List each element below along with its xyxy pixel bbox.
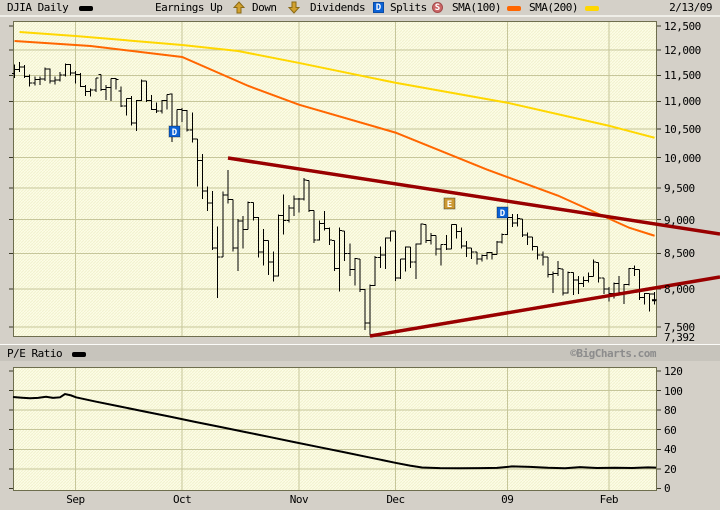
- y-axis-label: 0: [664, 482, 671, 496]
- main-price-chart: D E D: [9, 21, 720, 338]
- x-axis-label: 09: [501, 493, 514, 506]
- ohlc-bars: [12, 62, 658, 336]
- split-icon: S: [432, 2, 443, 13]
- pe-ratio-line: [12, 392, 657, 470]
- y-axis-label: 60: [664, 423, 677, 437]
- earnings-up-icon: [233, 1, 245, 14]
- chart-date: 2/13/09: [669, 1, 712, 14]
- pe-series-swatch: [72, 352, 86, 357]
- sma100-swatch: [507, 6, 521, 11]
- legend-earnings-down-label: Down: [252, 1, 277, 14]
- y-axis-label: 10,000: [664, 151, 701, 165]
- y-axis-label: 120: [664, 365, 683, 379]
- y-axis-label: 12,000: [664, 44, 701, 58]
- y-axis-label: 11,500: [664, 69, 701, 83]
- legend-earnings-up-label: Earnings Up: [155, 1, 223, 14]
- support-trendline: [369, 275, 720, 338]
- dividend-icon: D: [373, 2, 384, 13]
- y-axis-label: 11,000: [664, 95, 701, 109]
- y-axis-label: 40: [664, 443, 677, 457]
- x-axis-label: Dec: [386, 493, 405, 506]
- y-axis-label: 8,000: [664, 283, 695, 297]
- event-marker-dividend: D: [496, 206, 509, 219]
- sma200-line: [19, 31, 655, 139]
- svg-text:D: D: [500, 209, 506, 219]
- y-axis-label: 12,500: [664, 20, 701, 34]
- price-series-swatch: [79, 6, 93, 11]
- y-axis-label: 20: [664, 462, 677, 476]
- chart-header: DJIA Daily Earnings Up Down Dividends D …: [0, 0, 720, 17]
- sma200-swatch: [585, 6, 599, 11]
- legend-splits-label: Splits: [390, 1, 427, 14]
- pe-gridlines: [14, 368, 656, 490]
- main-axis-ticks: [9, 25, 661, 328]
- pe-ratio-band: P/E Ratio ©BigCharts.com: [0, 344, 720, 361]
- svg-text:E: E: [447, 200, 452, 210]
- y-axis-label: 80: [664, 404, 677, 418]
- legend-dividends-label: Dividends: [310, 1, 366, 14]
- pe-ratio-title: P/E Ratio: [7, 347, 63, 360]
- x-axis-label: Oct: [172, 493, 192, 506]
- event-marker-dividend: D: [168, 125, 181, 138]
- symbol-title: DJIA Daily: [7, 1, 69, 14]
- y-axis-label: 7,500: [664, 321, 695, 335]
- y-axis-label: 8,500: [664, 247, 695, 261]
- y-axis-label: 9,500: [664, 181, 695, 195]
- legend-sma100-label: SMA(100): [452, 1, 501, 14]
- legend-sma200-label: SMA(200): [529, 1, 578, 14]
- x-axis-label: Nov: [289, 493, 309, 506]
- bigcharts-credit: ©BigCharts.com: [570, 347, 656, 360]
- earnings-down-icon: [288, 1, 300, 14]
- pe-ratio-chart: [9, 367, 661, 491]
- y-axis-label: 100: [664, 384, 683, 398]
- y-axis-label: 10,500: [664, 122, 701, 136]
- sma100-line: [14, 39, 655, 237]
- pe-axis-ticks: [9, 370, 661, 489]
- y-axis-label: 9,000: [664, 213, 695, 227]
- x-axis-label: Sep: [66, 493, 85, 506]
- event-marker-earnings: E: [443, 197, 456, 210]
- resistance-trendline: [227, 156, 720, 236]
- svg-text:D: D: [172, 128, 178, 138]
- x-axis-label: Feb: [599, 493, 619, 506]
- y-axis-label: 7,392: [664, 330, 695, 344]
